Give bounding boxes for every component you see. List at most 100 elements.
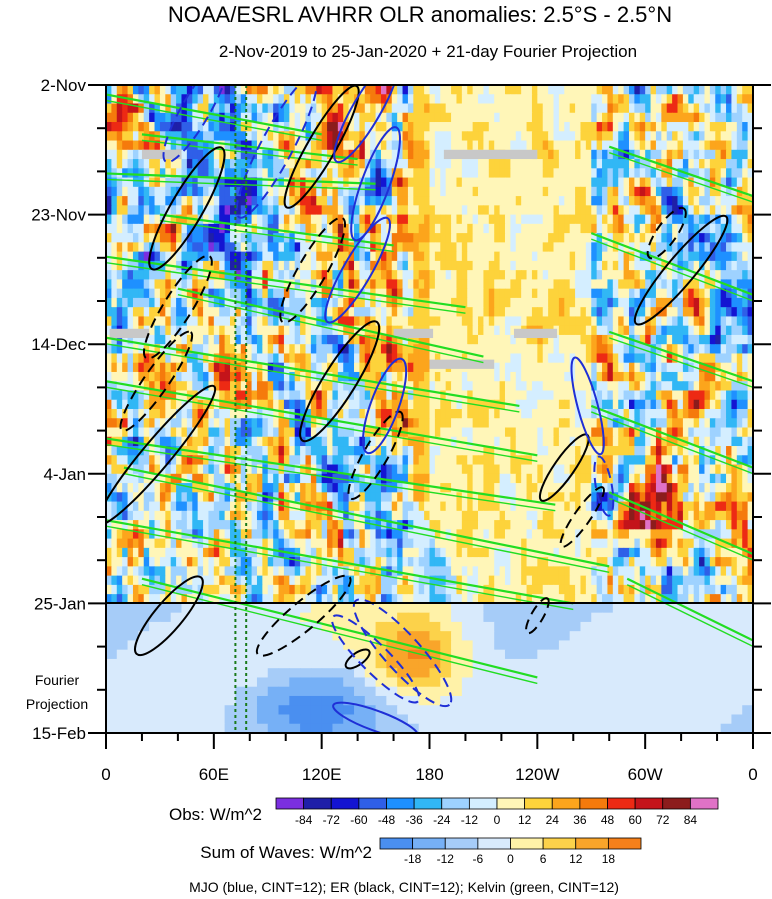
- obs-cell: [294, 334, 301, 345]
- obs-cell: [165, 371, 172, 382]
- obs-cell: [149, 205, 156, 216]
- obs-cell: [742, 177, 749, 188]
- obs-cell: [602, 186, 609, 197]
- obs-cell: [138, 260, 145, 271]
- obs-cell: [316, 390, 323, 401]
- obs-cell: [456, 446, 463, 456]
- obs-cell: [494, 381, 501, 392]
- obs-cell: [504, 344, 511, 355]
- obs-cell: [666, 112, 673, 123]
- obs-cell: [742, 94, 749, 105]
- obs-cell: [558, 381, 565, 392]
- obs-cell: [343, 464, 350, 475]
- obs-cell: [224, 344, 231, 355]
- obs-cell: [407, 344, 414, 355]
- obs-cell: [731, 159, 738, 169]
- obs-cell: [213, 464, 220, 475]
- obs-cell: [235, 223, 242, 234]
- obs-cell: [553, 307, 560, 318]
- obs-cell: [337, 399, 344, 410]
- obs-cell: [386, 122, 393, 132]
- obs-cell: [531, 371, 538, 382]
- obs-cell: [397, 223, 404, 234]
- obs-cell: [208, 112, 215, 123]
- obs-cell: [709, 297, 716, 308]
- obs-cell: [510, 297, 517, 308]
- obs-cell: [407, 409, 414, 419]
- obs-cell: [494, 205, 501, 216]
- obs-cell: [661, 381, 668, 392]
- obs-cell: [526, 205, 533, 216]
- obs-cell: [407, 427, 414, 438]
- obs-cell: [106, 103, 112, 114]
- obs-cell: [181, 205, 188, 216]
- obs-cell: [273, 455, 280, 466]
- obs-cell: [391, 85, 398, 95]
- obs-cell: [375, 390, 382, 401]
- obs-cell: [558, 270, 565, 280]
- obs-cell: [230, 297, 236, 308]
- obs-cell: [407, 186, 414, 197]
- obs-cell: [170, 381, 177, 392]
- obs-cell: [321, 196, 328, 206]
- obs-cell: [203, 223, 210, 234]
- obs-cell: [451, 131, 458, 142]
- obs-cell: [537, 159, 544, 169]
- obs-cell: [742, 297, 749, 308]
- obs-cell: [472, 334, 479, 345]
- obs-cell: [623, 409, 630, 419]
- obs-cell: [451, 214, 458, 225]
- obs-cell: [213, 279, 220, 290]
- obs-cell: [521, 122, 528, 132]
- obs-cell: [407, 112, 414, 123]
- obs-cell: [688, 353, 695, 364]
- obs-cell: [116, 399, 123, 410]
- obs-cell: [542, 186, 549, 197]
- obs-cell: [499, 279, 506, 290]
- obs-cell: [596, 168, 603, 179]
- obs-cell: [235, 455, 242, 466]
- obs-cell: [321, 159, 328, 169]
- obs-cell: [407, 214, 414, 225]
- obs-cell: [219, 297, 226, 308]
- obs-cell: [591, 409, 598, 419]
- obs-cell: [645, 177, 652, 188]
- obs-cell: [602, 455, 609, 466]
- obs-cell: [132, 233, 139, 243]
- obs-cell: [591, 177, 598, 188]
- obs-cell: [111, 436, 118, 447]
- obs-cell: [720, 140, 727, 151]
- obs-cell: [461, 159, 468, 169]
- obs-cell: [300, 112, 307, 123]
- obs-cell: [645, 427, 652, 438]
- obs-cell: [348, 353, 355, 364]
- obs-cell: [548, 297, 555, 308]
- obs-cell: [294, 103, 301, 114]
- obs-cell: [628, 279, 635, 290]
- obs-cell: [677, 427, 684, 438]
- obs-cell: [294, 297, 301, 308]
- obs-cell: [628, 288, 635, 299]
- obs-cell: [602, 131, 609, 142]
- obs-cell: [736, 103, 743, 114]
- obs-cell: [170, 455, 177, 466]
- obs-cell: [391, 205, 398, 216]
- obs-cell: [542, 94, 549, 105]
- obs-cell: [542, 260, 549, 271]
- obs-cell: [585, 279, 592, 290]
- obs-cell: [483, 409, 490, 419]
- obs-cell: [467, 168, 474, 179]
- obs-cell: [149, 260, 156, 271]
- obs-cell: [548, 94, 555, 105]
- obs-cell: [111, 242, 118, 253]
- obs-cell: [494, 103, 501, 114]
- obs-cell: [176, 112, 183, 123]
- obs-cell: [289, 205, 296, 216]
- obs-cell: [235, 159, 242, 169]
- obs-cell: [138, 112, 145, 123]
- obs-cell: [488, 279, 495, 290]
- obs-cell: [294, 455, 301, 466]
- obs-cell: [370, 112, 377, 123]
- obs-cell: [310, 297, 317, 308]
- obs-cell: [300, 307, 307, 318]
